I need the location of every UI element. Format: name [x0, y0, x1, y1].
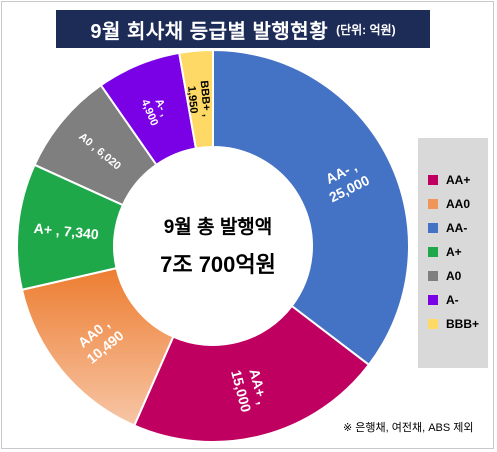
legend-item-a0: A0: [428, 264, 488, 288]
legend-swatch: [428, 199, 438, 209]
legend-item-a-minus: A-: [428, 288, 488, 312]
slice-aa-plus: [132, 304, 371, 443]
center-total-label: 9월 총 발행액: [163, 217, 273, 238]
center-total-value: 7조 700억원: [160, 252, 276, 277]
chart-unit: (단위: 억원): [336, 22, 396, 37]
legend-label: AA-: [446, 221, 468, 235]
legend-item-bbb-plus: BBB+: [428, 312, 488, 336]
data-label-a-plus: A+ , 7,340: [33, 220, 99, 242]
legend-label: BBB+: [446, 317, 480, 331]
legend-label: A-: [446, 293, 459, 307]
legend-swatch: [428, 223, 438, 233]
legend-label: AA+: [446, 173, 471, 187]
legend-label: A+: [446, 245, 462, 259]
legend-swatch: [428, 295, 438, 305]
legend-item-aa-plus: AA+: [428, 168, 488, 192]
chart-title: 9월 회사채 등급별 발행현황: [90, 20, 329, 43]
data-label-bbb-plus: BBB+ ,1,950: [185, 80, 213, 118]
legend-label: A0: [446, 269, 462, 283]
slice-aa-minus: [212, 48, 410, 367]
legend: AA+ AA0 AA- A+ A0 A- BBB+: [418, 138, 488, 368]
slice-bbb-plus: [178, 48, 214, 150]
legend-item-a-plus: A+: [428, 240, 488, 264]
legend-item-aa0: AA0: [428, 192, 488, 216]
legend-swatch: [428, 175, 438, 185]
legend-swatch: [428, 271, 438, 281]
legend-label: AA0: [446, 197, 471, 211]
legend-swatch: [428, 247, 438, 257]
legend-item-aa-minus: AA-: [428, 216, 488, 240]
legend-swatch: [428, 319, 438, 329]
footnote: ※ 은행채, 여전채, ABS 제외: [343, 422, 474, 434]
title-bar: 9월 회사채 등급별 발행현황 (단위: 억원): [56, 10, 430, 48]
